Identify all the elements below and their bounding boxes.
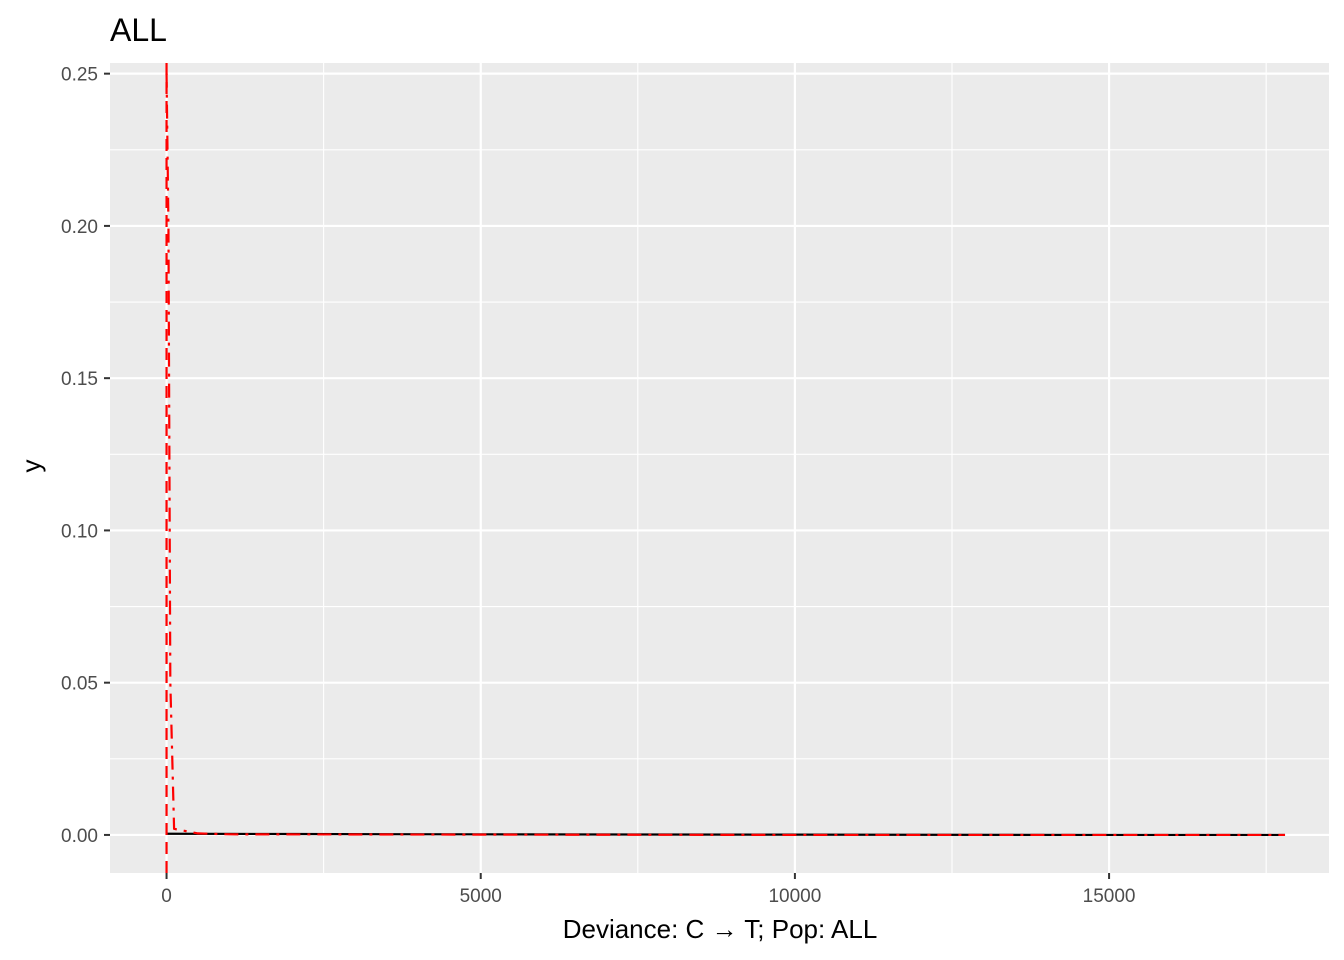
minor-gridlines bbox=[110, 63, 1329, 873]
x-tick-label: 15000 bbox=[1083, 886, 1136, 907]
y-tick-label: 0.20 bbox=[61, 217, 98, 238]
y-tick-label: 0.00 bbox=[61, 826, 98, 847]
y-tick-label: 0.10 bbox=[61, 521, 98, 542]
y-tick-label: 0.15 bbox=[61, 369, 98, 390]
chart-title: ALL bbox=[110, 12, 167, 48]
x-axis: 0 5000 10000 15000 bbox=[161, 873, 1135, 907]
series-line-2 bbox=[165, 73, 1286, 837]
x-tick-label: 0 bbox=[161, 886, 172, 907]
x-tick-label: 10000 bbox=[768, 886, 821, 907]
y-tick-label: 0.25 bbox=[61, 65, 98, 86]
x-tick-label: 5000 bbox=[460, 886, 502, 907]
y-axis-title: y bbox=[16, 460, 46, 473]
y-tick-label: 0.05 bbox=[61, 674, 98, 695]
x-axis-title: Deviance: C → T; Pop: ALL bbox=[563, 914, 878, 944]
series-group bbox=[165, 73, 1286, 837]
y-axis: 0.00 0.05 0.10 0.15 0.20 0.25 bbox=[61, 65, 110, 847]
plot-panel bbox=[110, 63, 1329, 873]
